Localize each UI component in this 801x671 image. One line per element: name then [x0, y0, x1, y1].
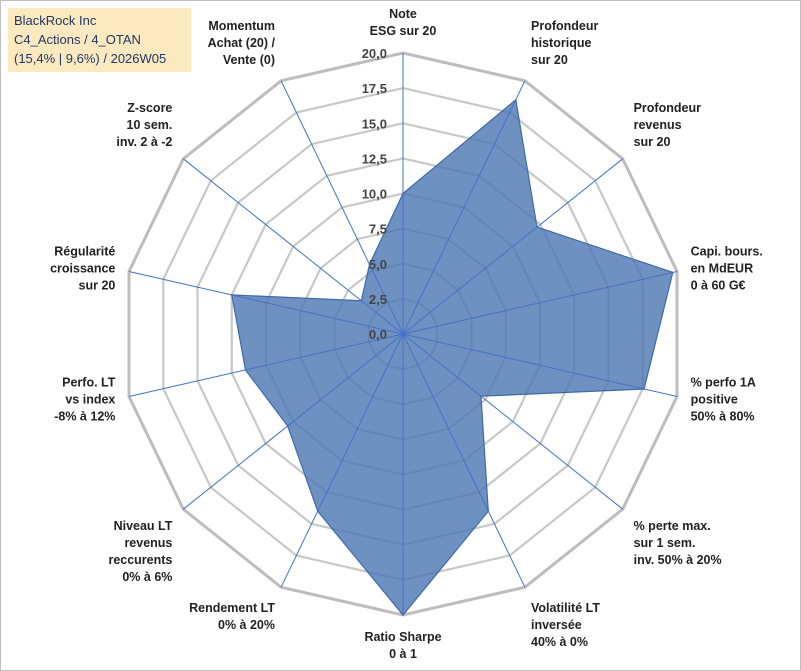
series-area-0 — [231, 98, 674, 616]
axis-label-2-line-0: Profondeur — [634, 101, 701, 115]
axis-label-2-line-2: sur 20 — [634, 135, 671, 149]
axis-label-6-line-2: 40% à 0% — [531, 635, 588, 649]
spoke-10 — [128, 333, 404, 397]
spoke-12 — [182, 158, 404, 335]
axis-label-12: Z-score 10 sem. inv. 2 à -2 — [116, 101, 172, 149]
axis-label-1-line-1: historique — [531, 36, 591, 50]
axis-label-10-line-0: Perfo. LT — [62, 376, 116, 390]
axis-label-10-line-2: -8% à 12% — [54, 410, 115, 424]
axis-label-13-line-2: Vente (0) — [223, 53, 275, 67]
axis-label-10-line-1: vs index — [65, 393, 115, 407]
axis-label-12-line-1: 10 sem. — [127, 118, 173, 132]
axis-label-11-line-2: sur 20 — [79, 278, 116, 292]
axis-label-6-line-1: inversée — [531, 618, 582, 632]
axis-label-11-line-1: croissance — [50, 261, 115, 275]
axis-label-3: Capi. bours. en MdEUR 0 à 60 G€ — [691, 244, 763, 292]
axis-label-11-line-0: Régularité — [54, 244, 115, 258]
axis-label-1-line-0: Profondeur — [531, 19, 598, 33]
tick-label-5: 12,5 — [362, 151, 387, 166]
axis-label-12-line-2: inv. 2 à -2 — [116, 135, 172, 149]
tick-label-8: 20,0 — [362, 46, 387, 61]
tick-label-4: 10,0 — [362, 187, 387, 202]
axis-label-3-line-1: en MdEUR — [691, 261, 754, 275]
axis-label-5-line-0: % perte max. — [634, 519, 711, 533]
axis-label-9-line-3: 0% à 6% — [122, 570, 172, 584]
axis-label-9-line-2: reccurents — [108, 553, 172, 567]
title-performance: (15,4% | 9,6%) / 2026W05 — [14, 51, 167, 66]
axis-label-8-line-0: Rendement LT — [189, 601, 275, 615]
spoke-layer — [128, 53, 678, 615]
axis-label-1-line-2: sur 20 — [531, 53, 568, 67]
axis-label-4-line-2: 50% à 80% — [691, 410, 755, 424]
axis-label-5-line-1: sur 1 sem. — [634, 536, 696, 550]
tick-label-3: 7,5 — [369, 222, 387, 237]
axis-label-4: % perfo 1A positive 50% à 80% — [691, 376, 756, 424]
label-layer: Note ESG sur 20 Profondeur historique sur 20… — [50, 7, 763, 661]
axis-label-3-line-0: Capi. bours. — [691, 244, 763, 258]
spoke-13 — [280, 80, 404, 335]
axis-label-0: Note ESG sur 20 — [370, 7, 437, 38]
spoke-9 — [182, 333, 404, 510]
data-layer — [231, 98, 674, 616]
axis-label-5: % perte max. sur 1 sem. inv. 50% à 20% — [634, 519, 722, 567]
axis-label-6: Volatilité LT inversée 40% à 0% — [531, 601, 600, 649]
axis-label-13: Momentum Achat (20) / Vente (0) — [208, 19, 276, 67]
spoke-11 — [128, 271, 404, 335]
axis-label-13-line-0: Momentum — [208, 19, 275, 33]
spoke-3 — [402, 271, 678, 335]
axis-label-2-line-1: revenus — [634, 118, 682, 132]
spoke-4 — [402, 333, 678, 397]
axis-label-8-line-1: 0% à 20% — [218, 618, 275, 632]
axis-label-2: Profondeur revenus sur 20 — [634, 101, 701, 149]
axis-label-7: Ratio Sharpe 0 à 1 — [364, 630, 441, 661]
axis-label-7-line-0: Ratio Sharpe — [364, 630, 441, 644]
axis-label-9: Niveau LT revenus reccurents 0% à 6% — [108, 519, 172, 584]
spoke-2 — [402, 158, 624, 335]
axis-label-7-line-1: 0 à 1 — [389, 647, 417, 661]
tick-label-6: 15,0 — [362, 116, 387, 131]
axis-label-1: Profondeur historique sur 20 — [531, 19, 598, 67]
tick-label-2: 5,0 — [369, 257, 387, 272]
tick-label-7: 17,5 — [362, 81, 387, 96]
chart-title-box: BlackRock Inc C4_Actions / 4_OTAN (15,4%… — [8, 8, 191, 72]
axis-label-11: Régularité croissance sur 20 — [50, 244, 115, 292]
axis-label-5-line-2: inv. 50% à 20% — [634, 553, 722, 567]
axis-label-9-line-1: revenus — [124, 536, 172, 550]
axis-label-4-line-1: positive — [691, 393, 738, 407]
axis-label-9-line-0: Niveau LT — [114, 519, 173, 533]
spoke-8 — [280, 333, 404, 588]
spoke-1 — [402, 80, 526, 335]
axis-label-12-line-0: Z-score — [127, 101, 172, 115]
spoke-6 — [402, 333, 526, 588]
tick-layer: 0,0 2,5 5,0 7,5 10,0 12,5 15,0 17,5 20,0 — [362, 46, 387, 342]
axis-label-0-line-1: ESG sur 20 — [370, 24, 437, 38]
axis-label-4-line-0: % perfo 1A — [691, 376, 756, 390]
title-company: BlackRock Inc — [14, 13, 97, 28]
axis-label-10: Perfo. LT vs index -8% à 12% — [54, 376, 116, 424]
axis-label-8: Rendement LT 0% à 20% — [189, 601, 275, 632]
spoke-5 — [402, 333, 624, 510]
title-category: C4_Actions / 4_OTAN — [14, 32, 141, 47]
axis-label-0-line-0: Note — [389, 7, 417, 21]
axis-label-13-line-1: Achat (20) / — [208, 36, 276, 50]
axis-label-3-line-2: 0 à 60 G€ — [691, 278, 746, 292]
tick-label-1: 2,5 — [369, 292, 387, 307]
tick-label-0: 0,0 — [369, 327, 387, 342]
axis-label-6-line-0: Volatilité LT — [531, 601, 600, 615]
